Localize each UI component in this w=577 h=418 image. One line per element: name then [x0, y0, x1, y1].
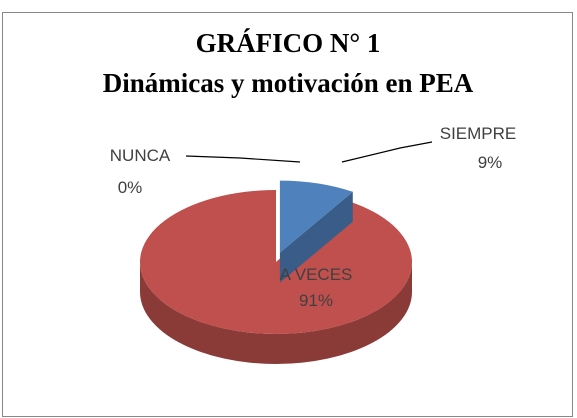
leader-line [341, 141, 433, 163]
slice-label: A VECES [280, 265, 353, 284]
chart-subtitle: Dinámicas y motivación en PEA [103, 68, 474, 98]
slice-value-label: 91% [299, 291, 333, 310]
pie [140, 180, 412, 364]
slice-wall [140, 262, 412, 364]
slice-label: SIEMPRE [440, 124, 517, 143]
slice-value-label: 0% [118, 178, 143, 197]
chart-title: GRÁFICO N° 1 [196, 28, 381, 58]
pie-slice [279, 180, 353, 253]
leader-line [185, 155, 301, 163]
slice-value-label: 9% [478, 153, 503, 172]
slice-side [279, 191, 353, 283]
slice-label: NUNCA [110, 146, 171, 165]
